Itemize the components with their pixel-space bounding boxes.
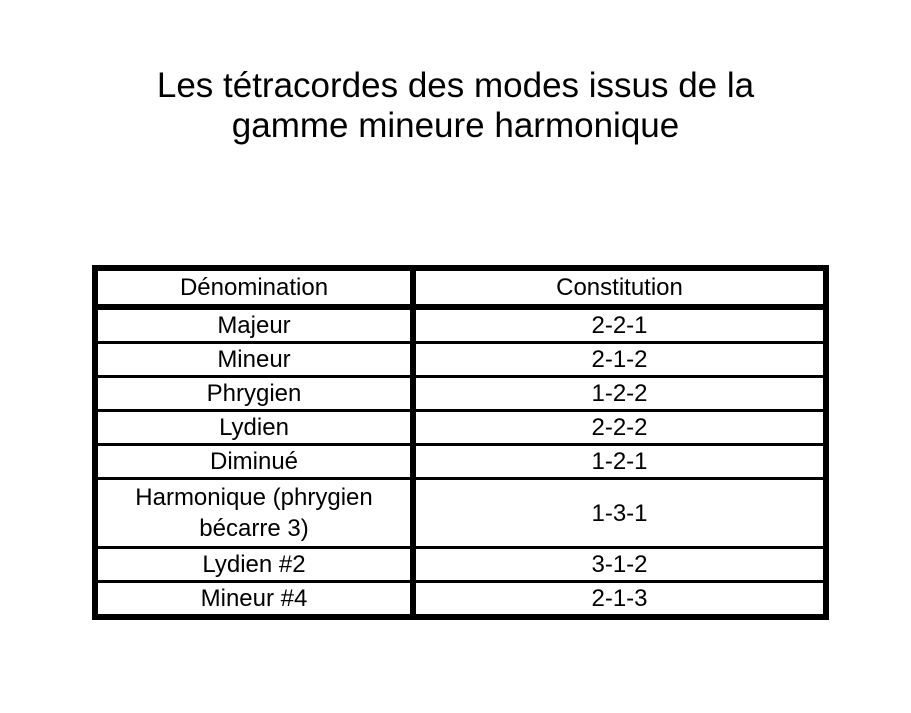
cell-denomination: Harmonique (phrygien bécarre 3) <box>93 477 416 549</box>
cell-denomination: Mineur #4 <box>93 580 416 619</box>
table-row-majeur: Majeur 2-2-1 <box>93 305 828 344</box>
table-row-mineur-diese4: Mineur #4 2-1-3 <box>93 580 828 619</box>
cell-denomination: Majeur <box>93 305 416 344</box>
cell-constitution: 2-1-3 <box>411 580 828 619</box>
table-header-row: Dénomination Constitution <box>93 266 828 310</box>
cell-constitution: 1-3-1 <box>411 477 828 549</box>
cell-constitution: 1-2-1 <box>411 443 828 480</box>
cell-constitution: 2-2-1 <box>411 305 828 344</box>
cell-denomination: Mineur <box>93 341 416 378</box>
slide-title: Les tétracordes des modes issus de la ga… <box>0 66 911 146</box>
table-row-mineur: Mineur 2-1-2 <box>93 341 828 378</box>
cell-denomination: Lydien <box>93 409 416 446</box>
tetrachords-table: Dénomination Constitution Majeur 2-2-1 M… <box>92 265 829 620</box>
cell-constitution: 2-1-2 <box>411 341 828 378</box>
cell-denomination: Lydien #2 <box>93 546 416 583</box>
cell-constitution: 1-2-2 <box>411 375 828 412</box>
slide-title-line2: gamme mineure harmonique <box>231 106 680 145</box>
table-row-lydien: Lydien 2-2-2 <box>93 409 828 446</box>
table-row-harmonique: Harmonique (phrygien bécarre 3) 1-3-1 <box>93 477 828 549</box>
cell-denomination: Phrygien <box>93 375 416 412</box>
cell-constitution: 3-1-2 <box>411 546 828 583</box>
table-row-lydien-diese2: Lydien #2 3-1-2 <box>93 546 828 583</box>
column-header-constitution: Constitution <box>411 266 828 310</box>
slide-title-line1: Les tétracordes des modes issus de la <box>156 66 755 105</box>
table-row-phrygien: Phrygien 1-2-2 <box>93 375 828 412</box>
table-row-diminue: Diminué 1-2-1 <box>93 443 828 480</box>
cell-denomination: Diminué <box>93 443 416 480</box>
cell-constitution: 2-2-2 <box>411 409 828 446</box>
column-header-denomination: Dénomination <box>93 266 416 310</box>
